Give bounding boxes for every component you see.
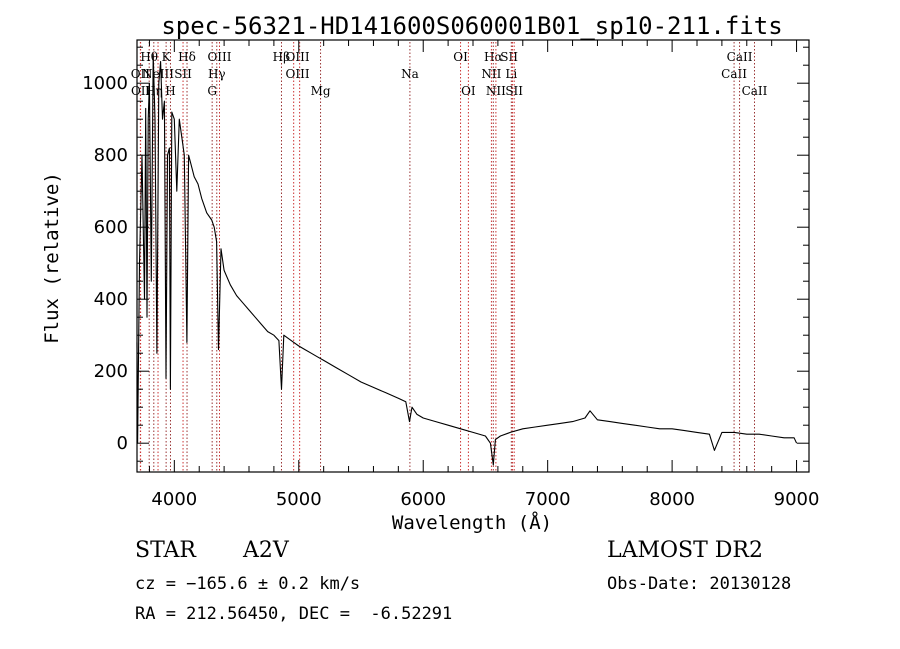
observation-date: Obs-Date: 20130128 [607, 574, 792, 594]
line-marker-label: OI [453, 50, 468, 64]
line-marker-label: NII [486, 84, 506, 98]
y-tick-label: 1000 [82, 73, 128, 94]
coordinates: RA = 212.56450, DEC = -6.52291 [135, 604, 453, 624]
plot-frame [136, 39, 810, 473]
line-marker-label: OII [131, 84, 151, 98]
line-marker-label: CaII [727, 50, 753, 64]
line-marker-label: Hθ [140, 50, 158, 64]
spectrum-series [136, 53, 798, 466]
line-marker-label: OI [461, 84, 476, 98]
line-marker-label: SII [505, 84, 523, 98]
y-axis-ticks: 0 200 400 600 800 1000 [82, 46, 809, 462]
line-marker-label: CaII [721, 67, 747, 81]
x-axis-ticks: 4000 5000 6000 7000 8000 9000 [148, 40, 820, 510]
y-tick-label: 800 [94, 145, 128, 166]
x-tick-label: 9000 [774, 489, 820, 510]
line-marker-label: Hγ [208, 67, 226, 81]
redshift-value: cz = −165.6 ± 0.2 km/s [135, 574, 361, 594]
line-marker-label: Hα [484, 50, 503, 64]
line-marker-label: SII [500, 50, 518, 64]
x-tick-label: 7000 [525, 489, 571, 510]
line-marker-label: SII [174, 67, 192, 81]
line-marker-label: NII [481, 67, 501, 81]
x-tick-label: 8000 [649, 489, 695, 510]
line-marker-label: Na [401, 67, 419, 81]
line-markers: HβOIIIOIIIMgNaOIOIHαNIINIISIILiSIICaIICa… [131, 42, 768, 472]
survey-name: LAMOST DR2 [607, 538, 763, 563]
x-tick-label: 4000 [151, 489, 197, 510]
spectrum-line [136, 53, 798, 466]
y-tick-label: 0 [117, 433, 128, 454]
line-marker-label: OIII [286, 50, 310, 64]
line-marker-label: OIII [207, 50, 231, 64]
line-marker-label: NeIII [142, 67, 174, 81]
object-class: STAR [135, 538, 196, 563]
y-tick-label: 200 [94, 361, 128, 382]
line-marker-label: K [162, 50, 172, 64]
y-tick-label: 600 [94, 217, 128, 238]
line-marker-label: Hδ [178, 50, 196, 64]
line-marker-label: Hβ [273, 50, 290, 64]
x-axis-label: Wavelength (Å) [392, 511, 552, 534]
chart-title: spec-56321-HD141600S060001B01_sp10-211.f… [161, 12, 782, 40]
line-marker-label: Li [505, 67, 517, 81]
line-marker-label: G [207, 84, 217, 98]
line-marker-label: OIII [286, 67, 310, 81]
line-marker-label: H [165, 84, 175, 98]
x-tick-label: 5000 [276, 489, 322, 510]
line-marker-label: CaII [742, 84, 768, 98]
line-marker-label: Mg [311, 84, 331, 98]
x-tick-label: 6000 [400, 489, 446, 510]
y-tick-label: 400 [94, 289, 128, 310]
y-axis-label: Flux (relative) [41, 172, 63, 344]
object-subclass: A2V [243, 538, 289, 563]
